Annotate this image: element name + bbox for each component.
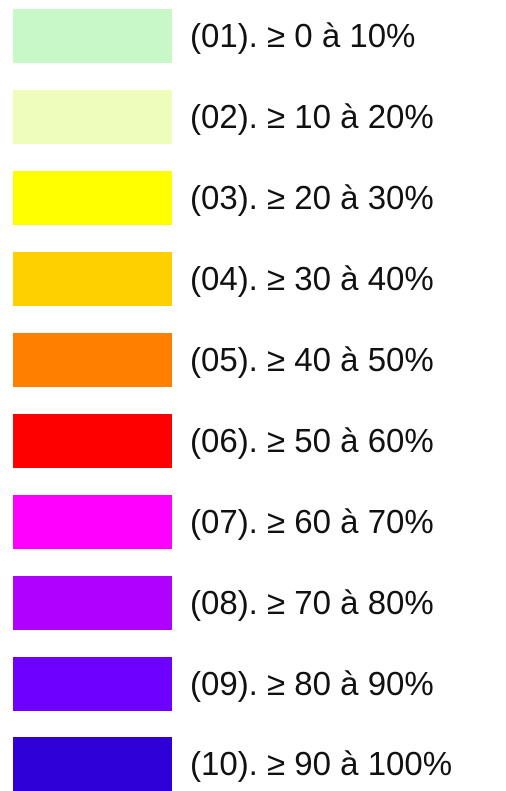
legend-item-09: (09). ≥ 80 à 90%	[0, 657, 506, 711]
legend-label-10: (10). ≥ 90 à 100%	[190, 745, 453, 782]
legend-swatch-04	[13, 252, 172, 306]
legend-swatch-09	[13, 657, 172, 711]
legend-swatch-02	[13, 90, 172, 144]
legend-label-07: (07). ≥ 60 à 70%	[190, 503, 434, 540]
legend-item-04: (04). ≥ 30 à 40%	[0, 252, 506, 306]
legend-item-02: (02). ≥ 10 à 20%	[0, 90, 506, 144]
legend-swatch-07	[13, 495, 172, 549]
legend-label-06: (06). ≥ 50 à 60%	[190, 422, 434, 459]
legend-item-06: (06). ≥ 50 à 60%	[0, 414, 506, 468]
legend-item-03: (03). ≥ 20 à 30%	[0, 171, 506, 225]
legend-item-07: (07). ≥ 60 à 70%	[0, 495, 506, 549]
legend-label-03: (03). ≥ 20 à 30%	[190, 179, 434, 216]
legend-item-08: (08). ≥ 70 à 80%	[0, 576, 506, 630]
legend-item-05: (05). ≥ 40 à 50%	[0, 333, 506, 387]
legend-swatch-03	[13, 171, 172, 225]
legend-swatch-10	[13, 737, 172, 791]
legend-swatch-05	[13, 333, 172, 387]
legend-label-05: (05). ≥ 40 à 50%	[190, 341, 434, 378]
legend-swatch-01	[13, 9, 172, 63]
legend-swatch-06	[13, 414, 172, 468]
legend-label-08: (08). ≥ 70 à 80%	[190, 584, 434, 621]
legend-item-01: (01). ≥ 0 à 10%	[0, 9, 506, 63]
legend-label-04: (04). ≥ 30 à 40%	[190, 260, 434, 297]
legend-item-10: (10). ≥ 90 à 100%	[0, 737, 506, 791]
legend-label-01: (01). ≥ 0 à 10%	[190, 17, 416, 54]
legend-label-09: (09). ≥ 80 à 90%	[190, 665, 434, 702]
legend-swatch-08	[13, 576, 172, 630]
legend-label-02: (02). ≥ 10 à 20%	[190, 98, 434, 135]
